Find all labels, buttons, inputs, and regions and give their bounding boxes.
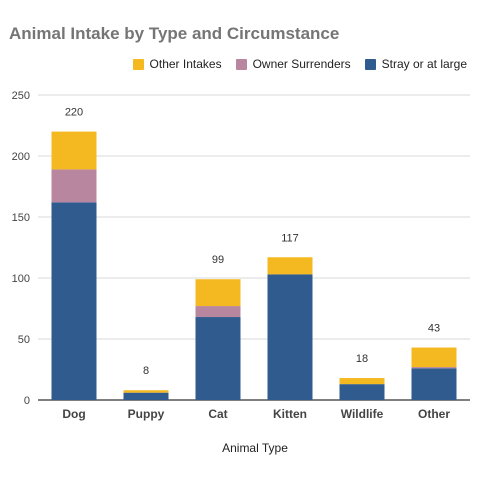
y-tick-label: 200	[12, 151, 30, 163]
bar-segment-other-2	[411, 347, 457, 368]
x-axis-title: Animal Type	[222, 441, 288, 455]
x-tick-label: Kitten	[273, 407, 307, 421]
bar-segment-kitten-0	[267, 274, 313, 400]
x-tick-label: Other	[418, 407, 450, 421]
data-label-total: 99	[212, 254, 224, 266]
y-tick-label: 250	[12, 90, 30, 102]
x-tick-label: Cat	[208, 407, 227, 421]
legend-label-stray: Stray or at large	[381, 57, 467, 71]
y-tick-label: 100	[12, 273, 30, 285]
legend-label-owner-surrenders: Owner Surrenders	[252, 57, 351, 71]
bar-segment-other-0	[411, 368, 457, 400]
bar-segment-cat-0	[195, 317, 241, 400]
legend-swatch-owner-surrenders	[235, 58, 247, 70]
data-label-total: 8	[143, 365, 149, 377]
y-tick-label: 150	[12, 212, 30, 224]
y-tick-label: 50	[18, 334, 30, 346]
legend-label-other-intakes: Other Intakes	[149, 57, 222, 71]
data-label-total: 18	[356, 353, 368, 365]
data-label-total: 117	[281, 232, 299, 244]
x-tick-label: Dog	[62, 407, 85, 421]
bar-segment-puppy-2	[123, 390, 169, 393]
y-tick-label: 0	[24, 395, 30, 407]
bar-segment-dog-0	[51, 202, 97, 400]
bar-segment-cat-2	[195, 279, 241, 307]
legend-swatch-stray	[364, 58, 376, 70]
bar-segment-other-1	[411, 367, 457, 369]
data-label-total: 43	[428, 323, 440, 335]
bar-segment-wildlife-2	[339, 378, 385, 385]
bar-segment-dog-2	[51, 131, 97, 170]
bar-segment-cat-1	[195, 306, 241, 318]
data-label-total: 220	[65, 107, 83, 119]
x-tick-label: Wildlife	[341, 407, 384, 421]
bar-segment-dog-1	[51, 169, 97, 203]
bar-segment-wildlife-0	[339, 384, 385, 400]
chart-title: Animal Intake by Type and Circumstance	[9, 24, 340, 43]
legend-item-stray: Stray or at large	[364, 57, 467, 71]
bar-segment-puppy-0	[123, 392, 169, 400]
legend-item-owner-surrenders: Owner Surrenders	[235, 57, 351, 71]
legend-swatch-other-intakes	[132, 58, 144, 70]
bar-segment-kitten-2	[267, 257, 313, 275]
legend-item-other-intakes: Other Intakes	[132, 57, 222, 71]
x-tick-label: Puppy	[128, 407, 165, 421]
chart-legend: Other Intakes Owner Surrenders Stray or …	[119, 57, 467, 71]
